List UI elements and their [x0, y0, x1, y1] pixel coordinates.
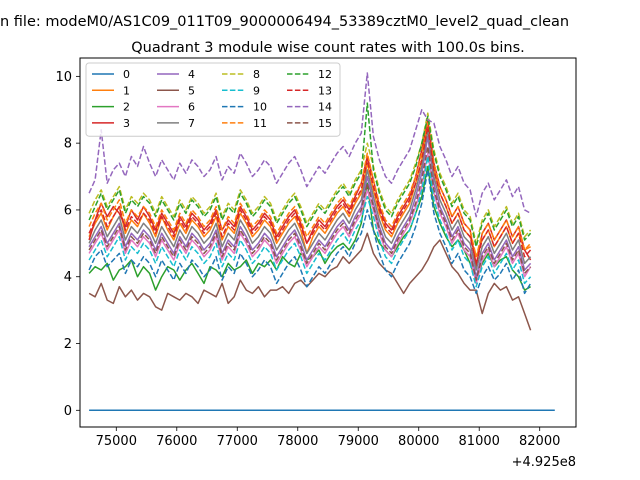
y-tick-label-10: 10 — [55, 70, 72, 85]
legend-label-10: 10 — [253, 101, 267, 114]
legend-box — [85, 62, 341, 137]
legend-label-15: 15 — [318, 117, 332, 130]
axes-layer: 75000 76000 77000 78000 79000 80000 81000 82000… — [55, 57, 577, 449]
y-tick-label-2: 2 — [64, 337, 72, 352]
legend-label-8: 8 — [253, 68, 260, 81]
x-tick-label-81000: 81000 — [459, 434, 500, 449]
legend-label-3: 3 — [123, 117, 130, 130]
series-layer — [88, 72, 555, 412]
legend-label-9: 9 — [253, 84, 260, 97]
y-tick-label-4: 4 — [64, 270, 72, 285]
y-tick-label-0: 0 — [64, 404, 72, 419]
legend-label-5: 5 — [188, 84, 195, 97]
series-line-6 — [88, 152, 532, 285]
series-line-15 — [88, 145, 532, 281]
legend-label-2: 2 — [123, 101, 130, 114]
x-tick-label-79000: 79000 — [338, 434, 379, 449]
x-tick-label-78000: 78000 — [277, 434, 318, 449]
x-offset-label: +4.925e8 — [512, 455, 576, 470]
series-line-5 — [88, 232, 532, 331]
x-tick-label-76000: 76000 — [156, 434, 197, 449]
legend-label-13: 13 — [318, 84, 332, 97]
x-tick-label-75000: 75000 — [96, 434, 137, 449]
legend-label-4: 4 — [188, 68, 195, 81]
series-line-8 — [88, 112, 532, 245]
series-line-14 — [88, 72, 531, 218]
legend-label-14: 14 — [318, 101, 332, 114]
y-tick-label-6: 6 — [64, 203, 72, 218]
plot-frame — [79, 57, 577, 428]
series-line-11 — [88, 122, 532, 258]
series-line-4 — [88, 135, 532, 278]
legend-label-6: 6 — [188, 101, 195, 114]
series-line-7 — [88, 129, 532, 271]
legend-label-12: 12 — [318, 68, 332, 81]
series-line-13 — [88, 125, 532, 265]
y-tick-label-8: 8 — [64, 137, 72, 152]
series-line-10 — [88, 169, 532, 295]
x-tick-label-82000: 82000 — [519, 434, 560, 449]
x-tick-label-77000: 77000 — [217, 434, 258, 449]
legend-label-0: 0 — [123, 68, 130, 81]
x-tick-label-80000: 80000 — [398, 434, 439, 449]
legend-label-11: 11 — [253, 117, 267, 130]
series-line-9 — [88, 155, 532, 288]
legend-label-1: 1 — [123, 84, 130, 97]
chart-title: Quadrant 3 module wise count rates with … — [131, 40, 525, 56]
figure-suptitle: n file: modeM0/AS1C09_011T09_9000006494_… — [0, 14, 569, 30]
legend-label-7: 7 — [188, 117, 195, 130]
